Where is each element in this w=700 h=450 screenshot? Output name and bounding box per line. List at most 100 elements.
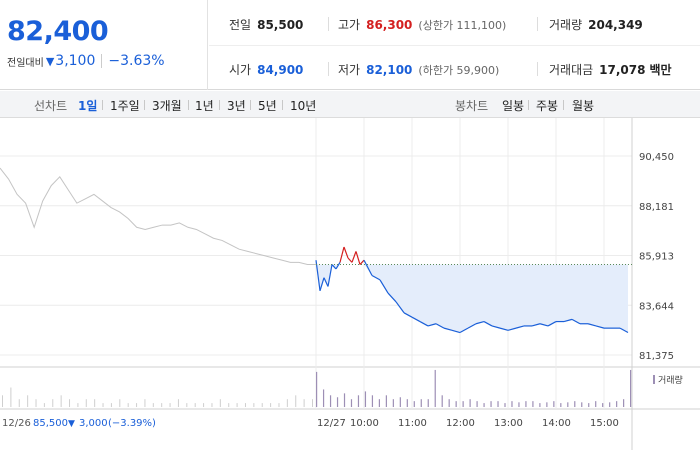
volume-bar-prev: [286, 399, 288, 407]
volume-bar-today: [623, 399, 625, 407]
volume-bar-today: [378, 399, 380, 407]
y-tick-label: 83,644: [639, 301, 674, 312]
high-value: 86,300: [366, 18, 413, 32]
volume-bar-today: [518, 402, 520, 407]
toolbar-separator: [250, 100, 251, 110]
today-segment-down: [619, 327, 629, 334]
previous-day-footer: 12/26 85,500 ▼ 3,000 (−3.39%): [2, 418, 156, 429]
open-cell: 시가 84,900: [229, 61, 303, 78]
today-segment-up: [355, 251, 361, 265]
candle-chart-label: 봉차트: [455, 99, 489, 113]
down-triangle-icon: ▼: [45, 54, 55, 68]
today-segment-down: [327, 264, 333, 287]
volume-bar-today: [448, 399, 450, 407]
volume-bar-today: [497, 401, 499, 407]
today-segment-down: [595, 325, 605, 329]
today-line: [315, 246, 629, 334]
volume-bar-today: [483, 403, 485, 407]
change-label: 전일대비: [7, 57, 44, 69]
volume-bar-prev: [136, 403, 138, 407]
volume-bar-today: [371, 395, 374, 407]
volume-bar-prev: [169, 403, 171, 407]
volume-bar-today: [357, 395, 360, 407]
volume-bar-today: [630, 369, 632, 407]
footer-pct: (−3.39%): [108, 418, 156, 429]
below-reference-area: [316, 264, 628, 333]
volume-cell: 거래량 204,349: [549, 16, 643, 33]
today-segment-up: [339, 246, 345, 263]
today-segment-up: [359, 259, 365, 265]
current-price: 82,400: [7, 16, 109, 47]
period-5y[interactable]: 5년: [258, 99, 277, 113]
open-value: 84,900: [257, 63, 304, 77]
period-1d[interactable]: 1일: [78, 99, 98, 113]
today-segment-down: [547, 321, 557, 327]
y-tick-label: 88,181: [639, 202, 674, 213]
volume-bar-today: [616, 401, 618, 407]
volume-bar-today: [539, 403, 541, 407]
today-segment-down: [539, 323, 549, 327]
volume-bar-prev: [303, 399, 305, 407]
prev-close-label: 전일: [229, 18, 252, 32]
today-segment-down: [571, 318, 581, 325]
candle-weekly[interactable]: 주봉: [536, 99, 559, 113]
period-3y[interactable]: 3년: [227, 99, 246, 113]
volume-bar-today: [476, 401, 478, 407]
volume-bar-prev: [312, 399, 313, 407]
period-1y[interactable]: 1년: [195, 99, 214, 113]
change-line: 전일대비 ▼ 3,100 −3.63%: [7, 53, 165, 69]
volume-bar-prev: [278, 403, 280, 407]
volume-bar-prev: [60, 395, 62, 407]
volume-bar-today: [343, 393, 346, 407]
current-price-box: 82,400 전일대비 ▼ 3,100 −3.63%: [0, 0, 208, 90]
y-tick-label: 90,450: [639, 152, 674, 163]
volume-bar-today: [588, 403, 590, 407]
volume-value: 204,349: [588, 18, 643, 32]
divider: [328, 17, 329, 31]
candle-daily[interactable]: 일봉: [502, 99, 525, 113]
footer-change: 3,000: [79, 418, 108, 429]
volume-bar-today: [581, 402, 583, 407]
volume-bar-today: [413, 401, 415, 407]
volume-bar-prev: [69, 399, 71, 407]
x-tick-label: 13:00: [494, 418, 523, 429]
open-label: 시가: [229, 63, 252, 77]
period-10y[interactable]: 10년: [290, 99, 317, 113]
volume-bar-prev: [127, 403, 129, 407]
high-cell: 고가 86,300 (상한가 111,100): [338, 16, 506, 33]
low-label: 저가: [338, 63, 361, 77]
row-divider: [209, 45, 700, 46]
today-segment-down: [379, 279, 389, 294]
x-tick-label: 14:00: [542, 418, 571, 429]
volume-bar-prev: [295, 395, 297, 407]
volume-bar-prev: [77, 403, 79, 407]
x-tick-label: 11:00: [398, 418, 427, 429]
today-segment-down: [315, 260, 321, 291]
volume-bar-today: [316, 371, 318, 407]
today-segment-down: [395, 301, 405, 314]
volume-bar-today: [504, 403, 506, 407]
candle-monthly[interactable]: 월봉: [572, 99, 595, 113]
volume-bar-prev: [10, 387, 12, 407]
volume-bar-today: [525, 401, 527, 407]
volume-bar-today: [441, 395, 443, 407]
turnover-label: 거래대금: [549, 63, 594, 77]
today-segment-down: [363, 259, 373, 276]
volume-bar-today: [336, 397, 339, 407]
today-segment-down: [319, 277, 325, 292]
today-segment-down: [403, 312, 413, 318]
today-segment-down: [331, 264, 337, 270]
volume-bar-prev: [18, 399, 20, 407]
toolbar-separator: [144, 100, 145, 110]
intraday-chart-svg: 90,450 88,181 85,913 83,644 81,375 12/27 10:0…: [0, 118, 700, 450]
volume-bar-today: [427, 399, 429, 407]
turnover-value: 17,078: [599, 63, 646, 77]
today-segment-down: [335, 262, 341, 270]
today-segment-down: [451, 329, 461, 334]
period-1w[interactable]: 1주일: [110, 99, 140, 113]
x-tick-label: 15:00: [590, 418, 619, 429]
today-segment-up: [347, 257, 353, 263]
change-percent: −3.63%: [108, 53, 165, 69]
period-3m[interactable]: 3개월: [152, 99, 182, 113]
quote-panel: 82,400 전일대비 ▼ 3,100 −3.63% 전일 85,500 고가 …: [0, 0, 700, 90]
